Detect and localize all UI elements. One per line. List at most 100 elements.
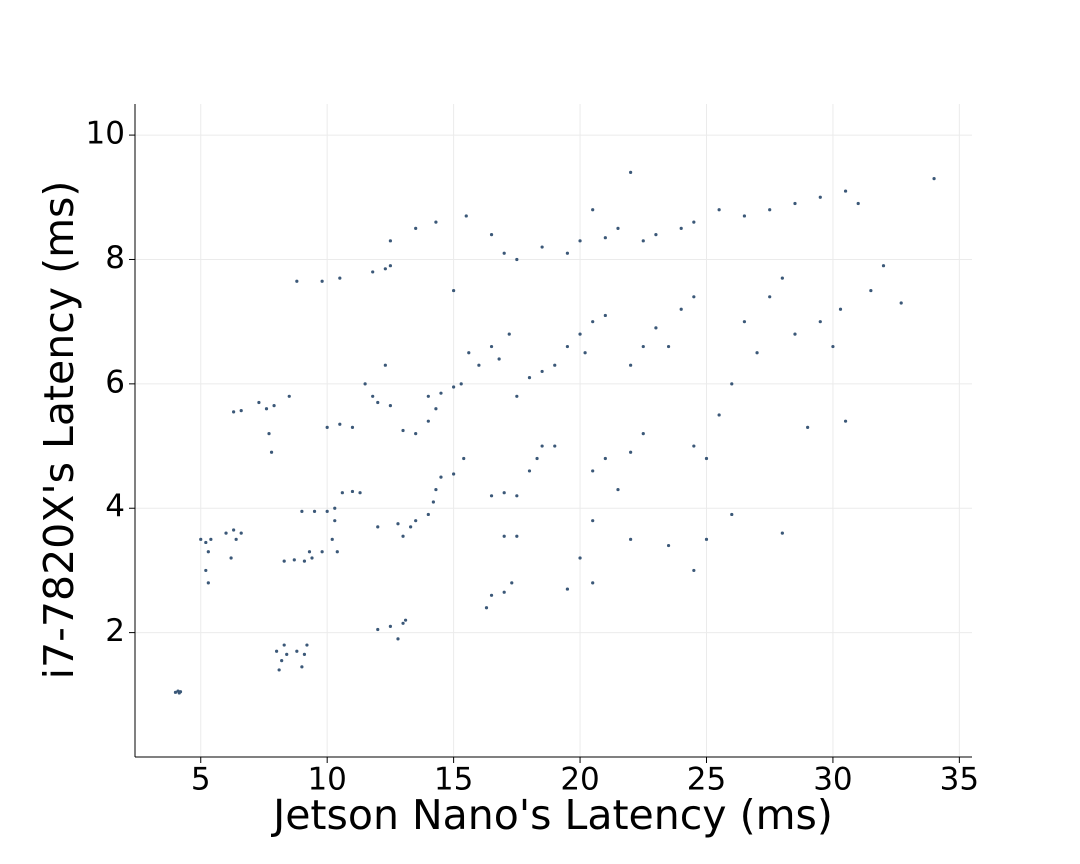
point <box>869 288 873 293</box>
point <box>434 407 438 411</box>
point <box>666 543 671 548</box>
point <box>489 494 494 498</box>
point <box>629 363 633 367</box>
point <box>818 195 822 199</box>
point <box>452 385 456 389</box>
point <box>376 627 380 632</box>
point <box>843 189 848 193</box>
y-tick-label: 6 <box>105 364 125 400</box>
point <box>401 428 405 433</box>
point <box>295 649 299 653</box>
point <box>439 391 443 395</box>
point <box>515 394 519 398</box>
point <box>403 618 408 622</box>
x-tick-label: 20 <box>560 762 599 798</box>
point <box>742 214 747 218</box>
point <box>484 606 489 610</box>
point <box>338 422 342 426</box>
point <box>565 344 570 349</box>
point <box>591 519 595 523</box>
point <box>932 177 936 181</box>
point <box>414 226 418 230</box>
point <box>692 444 696 448</box>
point <box>578 239 582 243</box>
y-tick-label: 8 <box>105 240 125 276</box>
point <box>388 239 392 243</box>
point <box>177 691 181 695</box>
point <box>350 489 355 494</box>
point <box>507 332 511 336</box>
point <box>302 652 307 656</box>
x-tick-label: 35 <box>940 762 979 798</box>
point <box>330 537 334 541</box>
point <box>793 332 797 336</box>
point <box>692 295 696 299</box>
point <box>302 559 307 563</box>
point <box>856 201 860 206</box>
point <box>209 537 213 541</box>
point <box>325 509 329 513</box>
point <box>666 344 671 349</box>
point <box>510 581 514 585</box>
point <box>275 649 279 653</box>
point <box>578 556 582 560</box>
point <box>591 469 595 473</box>
point <box>206 581 210 585</box>
point <box>464 214 468 218</box>
point <box>257 400 261 405</box>
point <box>224 531 228 535</box>
point <box>335 550 339 554</box>
point <box>401 621 405 625</box>
point <box>320 279 324 283</box>
point <box>338 276 342 280</box>
point <box>371 394 375 398</box>
point <box>388 264 392 268</box>
point <box>831 344 835 349</box>
point <box>401 534 405 538</box>
point <box>409 525 413 529</box>
point <box>502 534 506 538</box>
point <box>333 519 337 523</box>
point <box>287 394 291 398</box>
point <box>881 264 886 268</box>
point <box>264 407 269 411</box>
point <box>641 344 645 349</box>
point <box>527 469 532 473</box>
point <box>234 537 238 541</box>
point <box>206 550 210 554</box>
point <box>540 369 544 374</box>
point <box>515 257 519 262</box>
point <box>434 487 438 492</box>
point <box>717 413 721 417</box>
point <box>232 528 236 532</box>
point <box>312 509 317 513</box>
point <box>502 590 506 594</box>
x-tick-label: 30 <box>813 762 852 798</box>
point <box>780 276 784 280</box>
point <box>467 351 471 355</box>
point <box>426 512 430 517</box>
point <box>603 456 607 461</box>
x-tick-label: 15 <box>434 762 473 798</box>
point <box>239 531 243 535</box>
point <box>629 450 633 454</box>
point <box>899 301 903 305</box>
point <box>376 400 380 405</box>
point <box>350 425 355 429</box>
point <box>818 320 822 324</box>
point <box>843 419 848 423</box>
point <box>742 320 747 324</box>
point <box>489 344 494 349</box>
point <box>388 624 392 629</box>
point <box>295 279 299 283</box>
point <box>439 475 443 479</box>
point <box>806 425 810 429</box>
point <box>591 581 595 585</box>
point <box>768 208 772 212</box>
point <box>527 376 532 380</box>
point <box>730 382 734 386</box>
point <box>502 251 506 255</box>
point <box>358 491 362 495</box>
point <box>310 556 314 560</box>
